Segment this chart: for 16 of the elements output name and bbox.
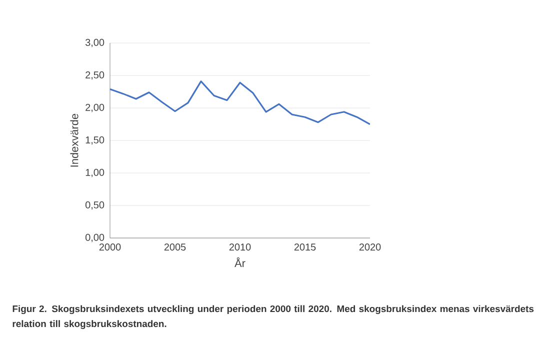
x-tick-label: 2000 [99,244,121,251]
x-tick-label: 2005 [164,244,186,251]
y-tick-label: 1,50 [86,136,104,145]
x-tick-label: 2015 [294,244,316,251]
x-tick-label: 2010 [229,244,251,251]
text: Figur 2. Skogsbruksindexets utveckling under perioden 2000 till 2020. Med skogsbruksindex menas virkesvärdets relation till skogsbrukskostnaden. [12,305,534,329]
y-tick-label: 2,00 [86,104,104,112]
y-axis-title: Indexvärde [70,114,78,167]
y-tick-label: 0,00 [85,234,104,242]
y-tick-label: 1,00 [86,168,104,178]
y-tick-label: 3,00 [85,38,104,48]
x-axis-title: År [234,257,246,267]
line-series [110,80,370,126]
y-tick-label: 2,50 [86,71,104,80]
y-tick-label: 0,50 [85,201,104,210]
x-tick-label: 2020 [359,244,381,251]
